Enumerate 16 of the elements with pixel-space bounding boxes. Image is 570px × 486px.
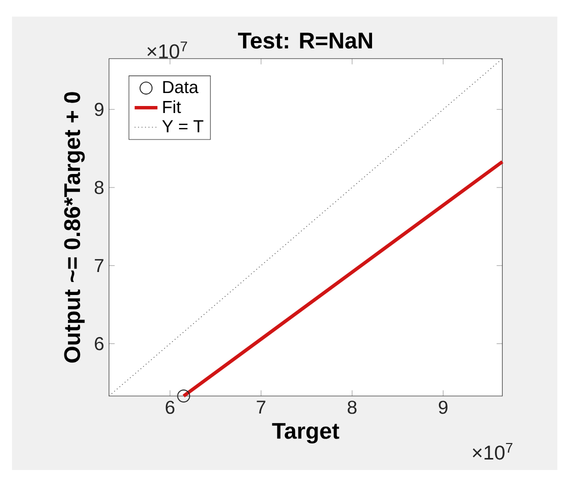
y-tick-label: 7 [94, 259, 104, 272]
x-tick-label: 7 [256, 400, 266, 414]
chart-title: Test: R=NaN [238, 32, 372, 49]
legend-label: Fit [163, 100, 181, 114]
y-tick-label: 9 [94, 102, 104, 116]
legend-label: Y = T [162, 120, 204, 132]
x-tick-label: 6 [166, 400, 174, 414]
y-tick-label: 8 [94, 180, 104, 194]
x-tick-label: 9 [438, 400, 448, 414]
x-axis-title: Target [272, 423, 340, 444]
y-axis-title: Output ~= 0.86*Target + 0 [64, 92, 85, 363]
x-tick-label: 8 [348, 400, 356, 414]
legend-label: Data [163, 81, 198, 94]
text: ×10$^{7}$ [147, 42, 188, 58]
text: ×10$^{7}$ [472, 442, 512, 460]
y-tick-label: 6 [94, 337, 104, 350]
